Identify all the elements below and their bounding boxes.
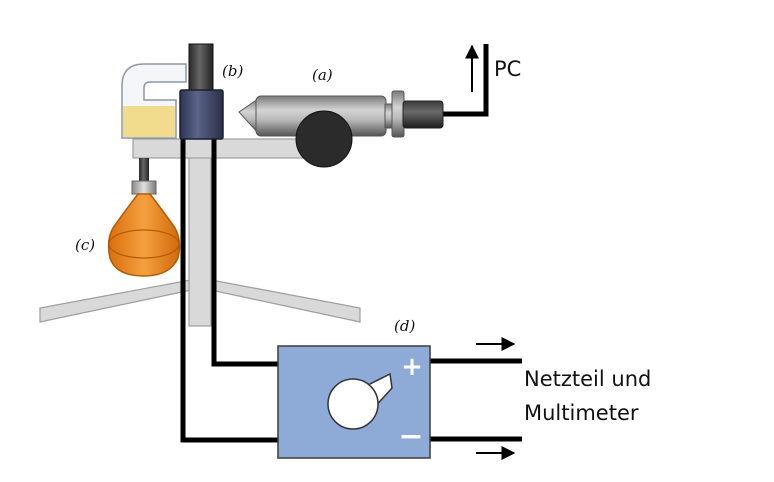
minus-sign: − [398, 419, 423, 454]
stand-leg-left [39, 278, 197, 323]
reservoir-liquid [123, 106, 175, 137]
wire-pc [442, 44, 489, 117]
dial-knob [327, 378, 379, 430]
flask-body [107, 193, 181, 277]
flask [107, 158, 181, 277]
spray-unit [121, 43, 224, 140]
stand-arm [132, 138, 317, 159]
label-c: (c) [75, 236, 95, 254]
label-b: (b) [222, 62, 243, 80]
camera-mount-knob [295, 110, 353, 168]
wire-positive [211, 138, 278, 367]
label-a: (a) [312, 66, 333, 84]
label-d: (d) [394, 317, 415, 335]
stand-leg-right [205, 278, 361, 323]
label-pc: PC [494, 57, 521, 81]
stand-post [188, 149, 212, 327]
camera-nose [238, 98, 259, 135]
supply-box: + − [277, 345, 431, 459]
stand [39, 138, 361, 327]
wire-negative [180, 138, 278, 443]
camera [238, 90, 444, 168]
flask-collar [131, 180, 157, 195]
label-power-line2: Multimeter [524, 401, 639, 425]
wires [180, 44, 522, 443]
holder-block [179, 89, 224, 140]
label-power-line1: Netzteil und [524, 367, 651, 391]
camera-back [402, 100, 444, 129]
arrows [465, 44, 516, 460]
capillary-tube [188, 43, 214, 95]
flask-rim [108, 229, 180, 259]
camera-collar [391, 90, 405, 138]
plus-sign: + [401, 352, 423, 382]
flask-rod [139, 158, 149, 182]
